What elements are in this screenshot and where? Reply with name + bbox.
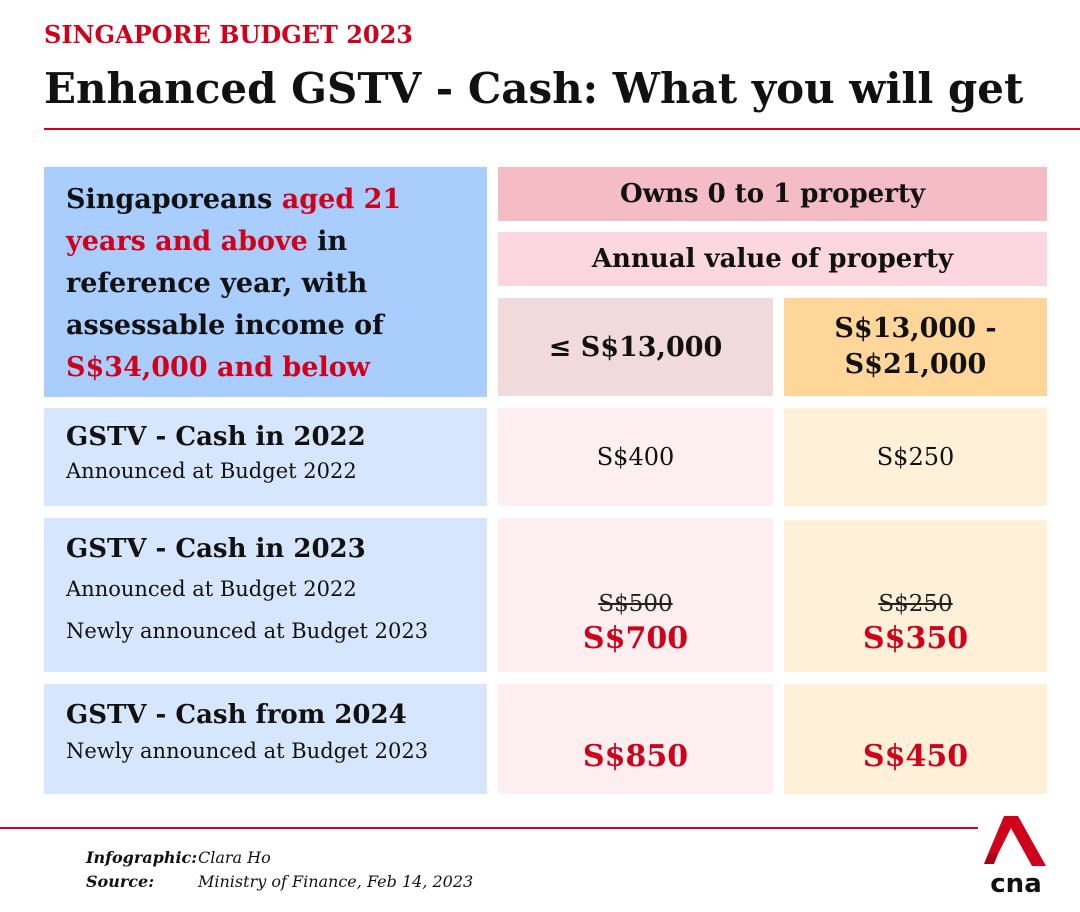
eligibility-text-2: in reference year, with assessable incom… <box>66 226 384 341</box>
source-label: Source: <box>86 872 155 891</box>
row-label-2023: GSTV - Cash in 2023 Announced at Budget … <box>44 518 487 672</box>
source-value: Ministry of Finance, Feb 14, 2023 <box>198 872 474 891</box>
logo-text: cna <box>990 869 1041 894</box>
footer-divider <box>0 827 978 829</box>
row-subtitle: Announced at Budget 2022 <box>66 459 357 483</box>
eligibility-description: Singaporeans aged 21 years and above in … <box>44 167 487 397</box>
page-title: Enhanced GSTV - Cash: What you will get <box>44 64 1024 113</box>
eligibility-text-1: Singaporeans <box>66 184 282 215</box>
infographic-author: Clara Ho <box>198 848 271 867</box>
row-title: GSTV - Cash from 2024 <box>66 700 407 730</box>
new-value-2024-high: S$450 <box>862 739 969 774</box>
row-subtitle-new: Newly announced at Budget 2023 <box>66 619 429 643</box>
cna-logo: cna <box>984 816 1046 894</box>
cell-2022-low: S$400 <box>498 408 773 506</box>
column-header-high-line2: S$21,000 <box>844 349 987 380</box>
value-2022-high: S$250 <box>876 443 955 471</box>
new-value-2023-low: S$700 <box>582 621 689 656</box>
eligibility-income: S$34,000 and below <box>66 352 370 383</box>
old-value-2023-low: S$500 <box>598 591 673 617</box>
cell-2022-high: S$250 <box>784 408 1047 506</box>
row-subtitle: Announced at Budget 2022 <box>66 577 357 601</box>
old-value-2023-high: S$250 <box>878 591 953 617</box>
header-ownership: Owns 0 to 1 property <box>498 167 1047 221</box>
value-2022-low: S$400 <box>596 443 675 471</box>
title-divider <box>44 128 1080 130</box>
row-label-2022: GSTV - Cash in 2022 Announced at Budget … <box>44 408 487 506</box>
cell-2024-low: S$850 <box>498 684 773 794</box>
header-annual-value: Annual value of property <box>498 232 1047 286</box>
credits: Infographic:Clara Ho Source: Ministry of … <box>86 846 473 894</box>
section-kicker: SINGAPORE BUDGET 2023 <box>44 20 413 49</box>
eligibility-age: aged 21 years and above <box>66 184 402 257</box>
row-label-2024: GSTV - Cash from 2024 Newly announced at… <box>44 684 487 794</box>
row-subtitle-new: Newly announced at Budget 2023 <box>66 739 429 763</box>
row-title: GSTV - Cash in 2022 <box>66 422 366 452</box>
column-header-high-line1: S$13,000 - <box>834 313 997 344</box>
cell-2024-high: S$450 <box>784 684 1047 794</box>
cell-2023-low: S$500 S$700 <box>498 518 773 672</box>
cell-2023-high: S$250 S$350 <box>784 520 1047 672</box>
column-header-low: ≤ S$13,000 <box>498 298 773 396</box>
row-title: GSTV - Cash in 2023 <box>66 534 366 564</box>
column-header-high: S$13,000 - S$21,000 <box>784 298 1047 396</box>
new-value-2023-high: S$350 <box>862 621 969 656</box>
infographic-label: Infographic: <box>86 848 198 867</box>
new-value-2024-low: S$850 <box>582 739 689 774</box>
